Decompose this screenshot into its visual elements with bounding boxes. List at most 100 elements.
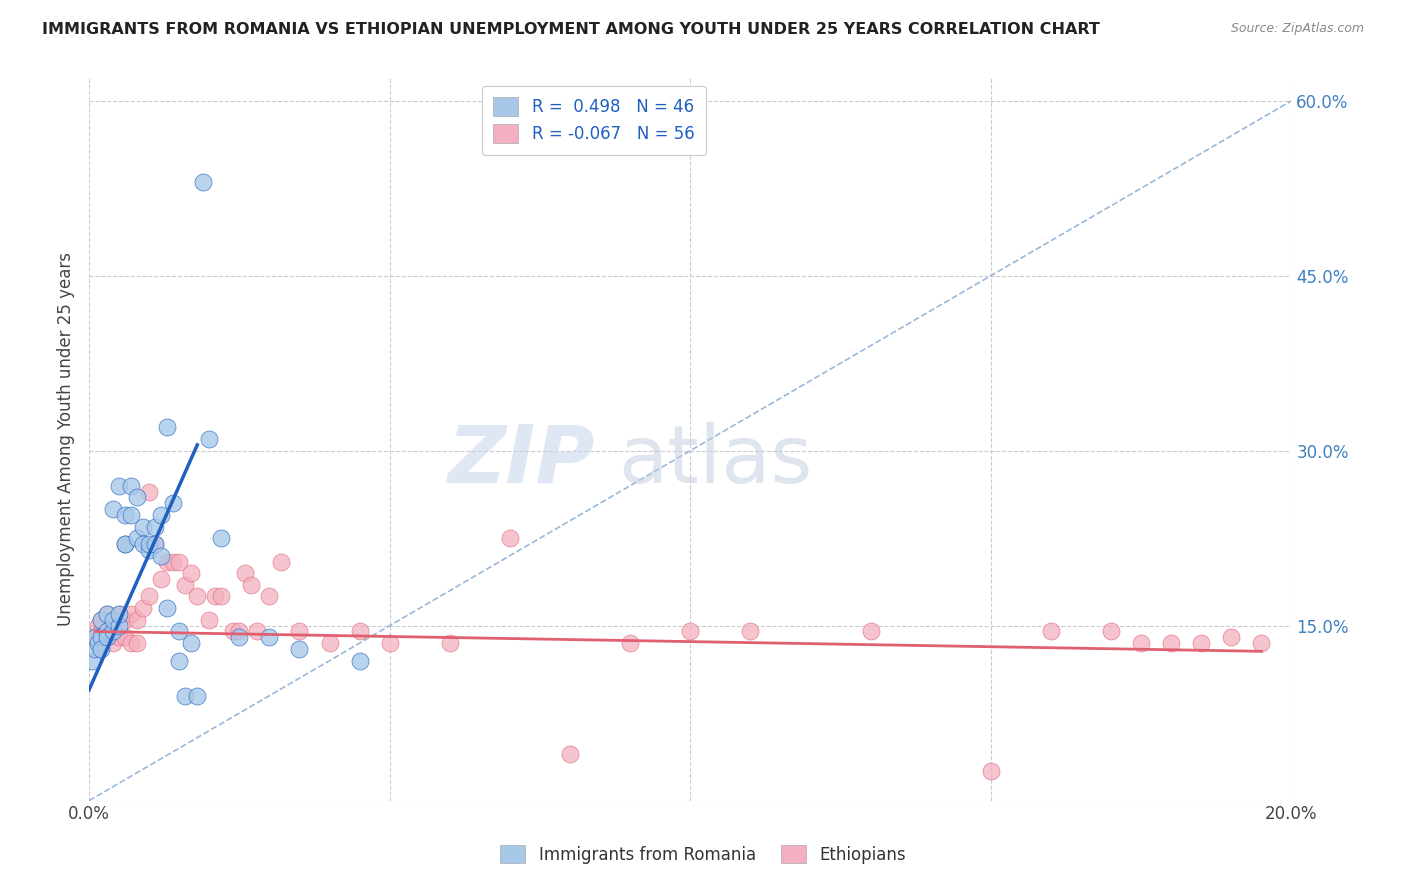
Point (90, 613, 112, 627)
Point (198, 432, 221, 446)
Point (120, 478, 142, 492)
Point (167, 624, 190, 639)
Text: atlas: atlas (619, 422, 813, 500)
Point (167, 654, 190, 668)
Point (222, 624, 245, 639)
Point (186, 590, 208, 604)
Point (127, 491, 149, 505)
Point (90, 630, 112, 644)
Point (96, 607, 118, 621)
Point (114, 613, 136, 627)
Point (101, 502, 124, 516)
Text: Source: ZipAtlas.com: Source: ZipAtlas.com (1230, 22, 1364, 36)
Point (138, 542, 160, 557)
Point (209, 590, 232, 604)
Point (167, 554, 190, 568)
Point (228, 630, 250, 644)
Point (259, 590, 281, 604)
Point (114, 537, 136, 551)
Point (318, 636, 340, 650)
Point (499, 531, 522, 545)
Point (87, 636, 110, 650)
Point (120, 636, 142, 650)
Point (1099, 624, 1122, 639)
Point (1220, 630, 1243, 644)
Point (96, 630, 118, 644)
Point (1160, 636, 1182, 650)
Point (1250, 636, 1272, 650)
Point (150, 508, 173, 522)
Point (101, 624, 124, 639)
Text: ZIP: ZIP (447, 422, 595, 500)
Point (558, 747, 581, 761)
Point (740, 624, 762, 639)
Point (859, 624, 882, 639)
Point (84, 630, 107, 644)
Point (150, 549, 173, 563)
Point (108, 618, 131, 632)
Text: IMMIGRANTS FROM ROMANIA VS ETHIOPIAN UNEMPLOYMENT AMONG YOUTH UNDER 25 YEARS COR: IMMIGRANTS FROM ROMANIA VS ETHIOPIAN UNE… (42, 22, 1099, 37)
Point (288, 642, 311, 657)
Point (156, 601, 179, 615)
Point (162, 496, 184, 510)
Legend: R =  0.498   N = 46, R = -0.067   N = 56: R = 0.498 N = 46, R = -0.067 N = 56 (482, 86, 706, 155)
Point (143, 519, 166, 533)
Point (90, 624, 112, 639)
Point (162, 554, 184, 568)
Point (96, 607, 118, 621)
Point (174, 689, 197, 703)
Point (114, 508, 136, 522)
Point (288, 624, 311, 639)
Point (114, 537, 136, 551)
Point (108, 630, 131, 644)
Point (90, 613, 112, 627)
Point (132, 519, 155, 533)
Point (138, 590, 160, 604)
Point (96, 630, 118, 644)
Point (246, 624, 269, 639)
Point (143, 537, 166, 551)
Point (980, 764, 1002, 779)
Point (349, 624, 371, 639)
Y-axis label: Unemployment Among Youth under 25 years: Unemployment Among Youth under 25 years (58, 252, 75, 626)
Point (180, 566, 202, 581)
Point (1130, 636, 1153, 650)
Point (80, 654, 103, 668)
Point (186, 689, 208, 703)
Point (679, 624, 702, 639)
Point (619, 636, 641, 650)
Point (108, 478, 131, 492)
Point (174, 578, 197, 592)
Point (1039, 624, 1062, 639)
Point (120, 607, 142, 621)
Point (193, 176, 215, 190)
Point (132, 601, 155, 615)
Point (101, 613, 124, 627)
Point (138, 484, 160, 499)
Point (101, 613, 124, 627)
Point (204, 590, 226, 604)
Point (150, 572, 173, 586)
Point (84, 642, 107, 657)
Point (209, 531, 232, 545)
Point (349, 654, 371, 668)
Point (127, 636, 149, 650)
Point (127, 531, 149, 545)
Point (87, 618, 110, 632)
Point (138, 537, 160, 551)
Legend: Immigrants from Romania, Ethiopians: Immigrants from Romania, Ethiopians (494, 838, 912, 871)
Point (156, 420, 179, 434)
Point (96, 624, 118, 639)
Point (378, 636, 401, 650)
Point (114, 630, 136, 644)
Point (270, 554, 292, 568)
Point (84, 630, 107, 644)
Point (143, 537, 166, 551)
Point (132, 537, 155, 551)
Point (439, 636, 461, 650)
Point (108, 607, 131, 621)
Point (198, 613, 221, 627)
Point (180, 636, 202, 650)
Point (240, 578, 263, 592)
Point (228, 624, 250, 639)
